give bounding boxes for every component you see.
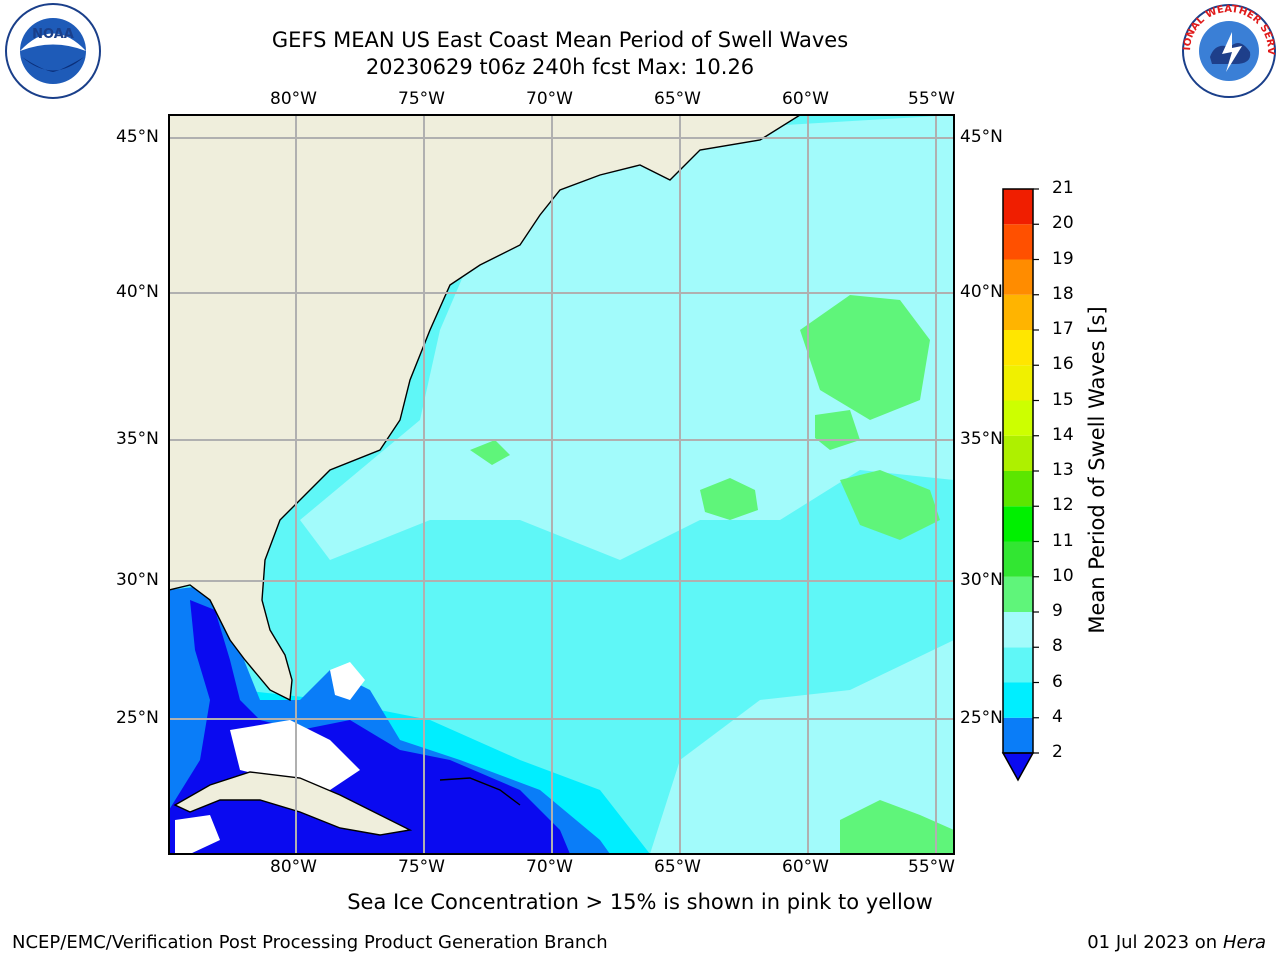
lon-label-top: 70°W xyxy=(526,89,573,109)
lon-label-bottom: 55°W xyxy=(908,857,955,877)
lon-label-top: 65°W xyxy=(654,89,701,109)
colorbar-segment xyxy=(1003,400,1033,436)
colorbar-label: Mean Period of Swell Waves [s] xyxy=(1085,306,1109,634)
no-data-area xyxy=(330,662,365,700)
colorbar-tick-label: 8 xyxy=(1052,636,1063,657)
lon-label-bottom: 75°W xyxy=(398,857,445,877)
swell-patch-9-10 xyxy=(470,440,510,465)
swell-patch-9-10 xyxy=(840,800,954,854)
lat-label-right: 25°N xyxy=(960,708,1003,728)
land-cuba xyxy=(173,771,413,836)
swell-patch-9-10 xyxy=(700,478,758,520)
sea-ice-note: Sea Ice Concentration > 15% is shown in … xyxy=(347,890,933,914)
lon-label-bottom: 65°W xyxy=(654,857,701,877)
colorbar-tick-label: 19 xyxy=(1052,248,1074,269)
colorbar-segment xyxy=(1003,224,1033,260)
colorbar-tick-label: 10 xyxy=(1052,565,1074,586)
chart-subtitle: 20230629 t06z 240h fcst Max: 10.26 xyxy=(365,55,755,79)
colorbar-tick-label: 20 xyxy=(1052,213,1074,234)
graticule xyxy=(169,115,954,854)
colorbar-segment xyxy=(1003,541,1033,577)
colorbar-tick-label: 9 xyxy=(1052,601,1063,621)
lon-label-bottom: 60°W xyxy=(782,857,829,877)
colorbar-tick-label: 4 xyxy=(1052,706,1063,727)
colorbar-tick-label: 15 xyxy=(1052,389,1074,410)
date-stamp: 01 Jul 2023 on Hera xyxy=(1087,932,1266,953)
colorbar-tick-label: 16 xyxy=(1052,354,1074,375)
colorbar-tick-label: 17 xyxy=(1052,319,1074,339)
colorbar-segment xyxy=(1003,365,1033,401)
lat-label-right: 30°N xyxy=(960,570,1003,590)
host-name: Hera xyxy=(1222,932,1266,953)
lat-label-left: 30°N xyxy=(116,570,159,590)
colorbar-segment xyxy=(1003,259,1033,295)
colorbar-tick-label: 6 xyxy=(1052,671,1063,692)
colorbar-tick-label: 13 xyxy=(1052,460,1074,480)
colorbar-segment xyxy=(1003,647,1033,683)
colorbar-tick-label: 14 xyxy=(1052,424,1074,445)
swell-band-8-9 xyxy=(300,115,954,560)
colorbar-segment xyxy=(1003,612,1033,648)
colorbar-segment xyxy=(1003,189,1033,225)
lon-label-top: 80°W xyxy=(270,89,317,109)
lon-label-top: 75°W xyxy=(398,89,445,109)
swell-patch-9-10 xyxy=(800,295,930,420)
map-frame xyxy=(168,114,955,855)
colorbar-segment xyxy=(1003,471,1033,507)
colorbar-segment xyxy=(1003,330,1033,366)
colorbar-tick-label: 2 xyxy=(1052,742,1063,762)
swell-band-8-9-south xyxy=(650,640,954,854)
colorbar xyxy=(1001,188,1039,782)
colorbar-segment xyxy=(1003,435,1033,471)
lat-label-right: 45°N xyxy=(960,127,1003,147)
land-north-america xyxy=(169,115,802,702)
lat-label-left: 35°N xyxy=(116,429,159,449)
colorbar-tick-label: 12 xyxy=(1052,495,1074,516)
lat-label-right: 35°N xyxy=(960,429,1003,449)
noaa-logo-text: NOAA xyxy=(32,27,74,42)
credit-line: NCEP/EMC/Verification Post Processing Pr… xyxy=(12,932,608,953)
colorbar-segment xyxy=(1003,717,1033,753)
lat-label-left: 40°N xyxy=(116,282,159,302)
nws-logo: NATIONAL WEATHER SERVICE xyxy=(1180,2,1276,98)
swell-patch-9-10 xyxy=(840,470,940,540)
colorbar-segment xyxy=(1003,576,1033,612)
island-outline xyxy=(439,777,521,806)
date-text: 01 Jul 2023 on xyxy=(1087,932,1223,953)
colorbar-tick-label: 11 xyxy=(1052,530,1074,551)
chart-title: GEFS MEAN US East Coast Mean Period of S… xyxy=(271,28,849,52)
lon-label-top: 60°W xyxy=(782,89,829,109)
lon-label-bottom: 70°W xyxy=(526,857,573,877)
no-data-area xyxy=(175,815,220,854)
lat-label-left: 25°N xyxy=(116,708,159,728)
lon-label-bottom: 80°W xyxy=(270,857,317,877)
colorbar-segment xyxy=(1003,506,1033,542)
lat-label-right: 40°N xyxy=(960,282,1003,302)
colorbar-tick-label: 21 xyxy=(1052,178,1074,198)
colorbar-segment xyxy=(1003,682,1033,718)
lon-label-top: 55°W xyxy=(908,89,955,109)
colorbar-tick-label: 18 xyxy=(1052,283,1074,304)
colorbar-extend-arrow xyxy=(1001,752,1035,782)
lat-label-left: 45°N xyxy=(116,127,159,147)
noaa-logo: NOAA xyxy=(5,3,101,99)
colorbar-segment xyxy=(1003,294,1033,330)
